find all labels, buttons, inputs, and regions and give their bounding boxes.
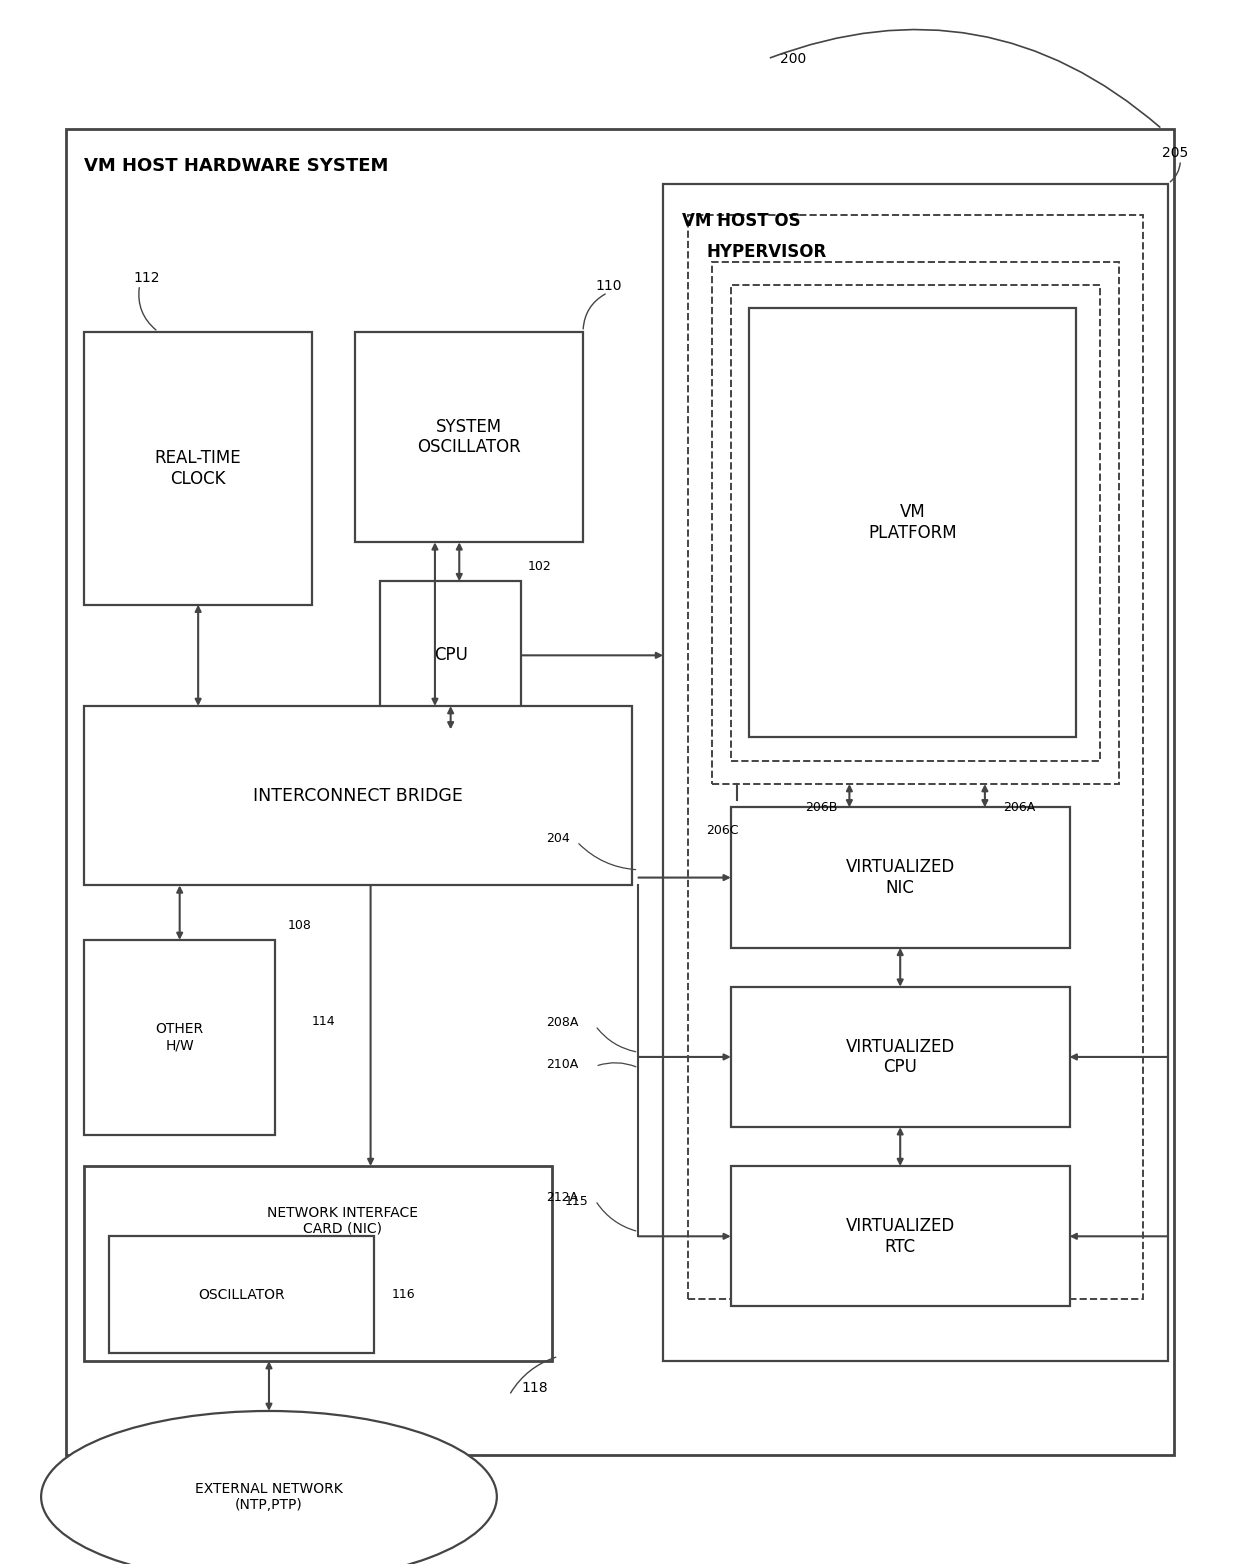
FancyBboxPatch shape bbox=[66, 129, 1174, 1455]
FancyBboxPatch shape bbox=[730, 986, 1070, 1127]
FancyBboxPatch shape bbox=[355, 332, 583, 543]
Text: INTERCONNECT BRIDGE: INTERCONNECT BRIDGE bbox=[253, 787, 464, 804]
Ellipse shape bbox=[41, 1411, 497, 1568]
Text: 114: 114 bbox=[312, 1016, 336, 1029]
FancyBboxPatch shape bbox=[84, 706, 632, 886]
Text: 206A: 206A bbox=[1003, 801, 1035, 814]
Text: VIRTUALIZED
NIC: VIRTUALIZED NIC bbox=[846, 858, 955, 897]
Text: 208A: 208A bbox=[546, 1016, 579, 1029]
Text: VIRTUALIZED
RTC: VIRTUALIZED RTC bbox=[846, 1217, 955, 1256]
Text: CPU: CPU bbox=[434, 646, 467, 665]
Text: 108: 108 bbox=[288, 919, 311, 931]
Text: 102: 102 bbox=[528, 560, 552, 574]
Text: REAL-TIME
CLOCK: REAL-TIME CLOCK bbox=[155, 448, 242, 488]
FancyBboxPatch shape bbox=[663, 183, 1168, 1361]
Text: VM HOST HARDWARE SYSTEM: VM HOST HARDWARE SYSTEM bbox=[84, 157, 388, 176]
FancyBboxPatch shape bbox=[730, 808, 1070, 947]
Text: 210A: 210A bbox=[546, 1058, 578, 1071]
Text: 206C: 206C bbox=[707, 825, 739, 837]
FancyBboxPatch shape bbox=[730, 285, 1100, 760]
FancyBboxPatch shape bbox=[109, 1236, 373, 1353]
Text: OTHER
H/W: OTHER H/W bbox=[155, 1022, 203, 1052]
Text: NETWORK INTERFACE
CARD (NIC): NETWORK INTERFACE CARD (NIC) bbox=[268, 1206, 418, 1236]
FancyBboxPatch shape bbox=[84, 332, 312, 605]
FancyBboxPatch shape bbox=[712, 262, 1118, 784]
Text: 205: 205 bbox=[1162, 146, 1188, 160]
Text: 206B: 206B bbox=[805, 801, 837, 814]
FancyBboxPatch shape bbox=[688, 215, 1143, 1298]
Text: SYSTEM
OSCILLATOR: SYSTEM OSCILLATOR bbox=[417, 417, 521, 456]
Text: 115: 115 bbox=[564, 1195, 588, 1207]
Text: 200: 200 bbox=[780, 52, 806, 66]
Text: VIRTUALIZED
CPU: VIRTUALIZED CPU bbox=[846, 1038, 955, 1076]
Text: 204: 204 bbox=[546, 833, 570, 845]
FancyBboxPatch shape bbox=[84, 1167, 552, 1361]
Text: 110: 110 bbox=[595, 279, 622, 293]
Text: 112: 112 bbox=[134, 271, 160, 285]
FancyBboxPatch shape bbox=[84, 939, 275, 1135]
Text: HYPERVISOR: HYPERVISOR bbox=[707, 243, 827, 260]
Text: OSCILLATOR: OSCILLATOR bbox=[198, 1287, 284, 1301]
Text: VM
PLATFORM: VM PLATFORM bbox=[868, 503, 957, 543]
Text: 212A: 212A bbox=[546, 1190, 578, 1204]
FancyBboxPatch shape bbox=[379, 582, 522, 729]
Text: EXTERNAL NETWORK
(NTP,PTP): EXTERNAL NETWORK (NTP,PTP) bbox=[195, 1482, 342, 1512]
Text: VM HOST OS: VM HOST OS bbox=[682, 212, 800, 229]
FancyBboxPatch shape bbox=[749, 309, 1076, 737]
FancyBboxPatch shape bbox=[730, 1167, 1070, 1306]
Text: 116: 116 bbox=[392, 1289, 415, 1301]
Text: 118: 118 bbox=[522, 1380, 548, 1394]
